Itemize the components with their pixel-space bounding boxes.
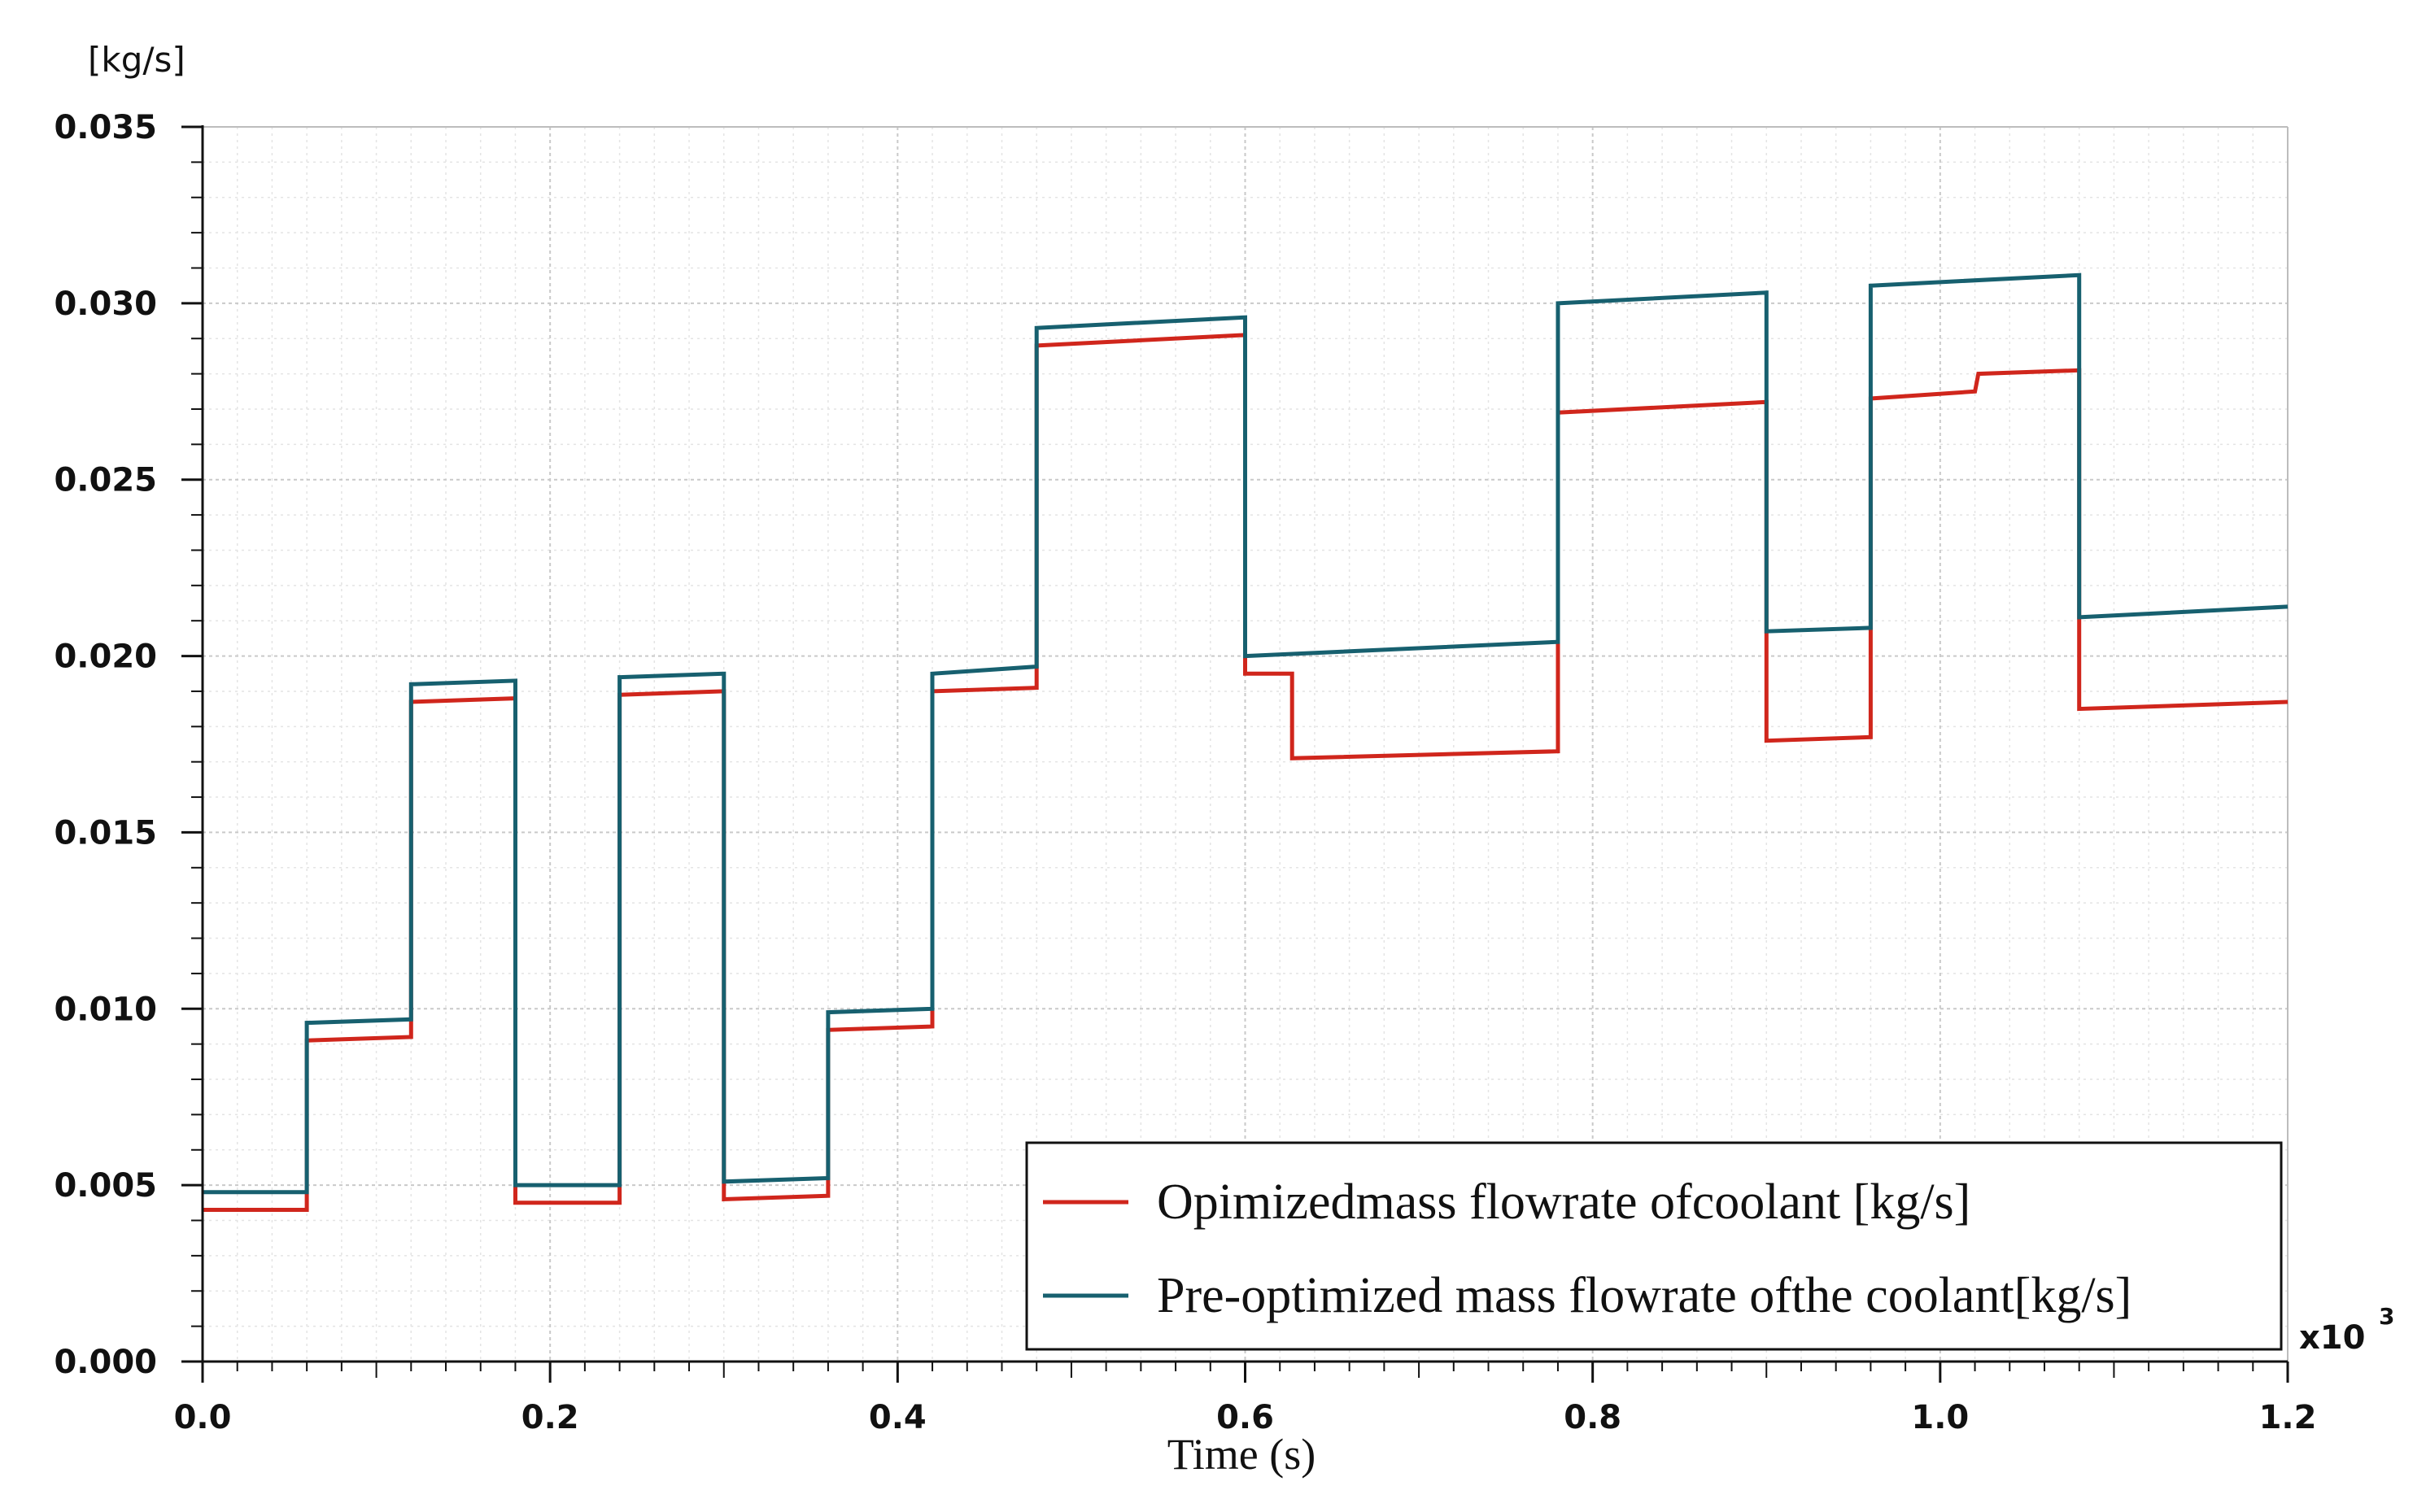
- y-tick-label: 0.015: [54, 814, 157, 852]
- y-tick-label: 0.000: [54, 1344, 157, 1381]
- y-axis-unit-label: [kg/s]: [88, 40, 185, 80]
- x-tick-label: 0.2: [521, 1399, 579, 1436]
- y-tick-label: 0.005: [54, 1167, 157, 1205]
- x-tick-label: 1.2: [2259, 1399, 2317, 1436]
- x-axis-title: Time (s): [1167, 1430, 1316, 1479]
- axis-labels: [kg/s] x10 3 Time (s) 0.000 0.005 0.010 0.0…: [54, 40, 2394, 1479]
- y-tick-label: 0.010: [54, 991, 157, 1028]
- legend-label-optimized: Opimizedmass flowrate ofcoolant [kg/s]: [1157, 1174, 1970, 1230]
- legend: Opimizedmass flowrate ofcoolant [kg/s] P…: [1025, 1141, 2283, 1351]
- y-tick-label: 0.035: [54, 109, 157, 146]
- y-tick-label: 0.030: [54, 285, 157, 323]
- x-tick-label: 0.0: [174, 1399, 232, 1436]
- legend-label-pre-optimized: Pre-optimized mass flowrate ofthe coolan…: [1157, 1268, 2131, 1323]
- x-tick-label: 0.8: [1564, 1399, 1621, 1436]
- series-line-pre-optimized: [203, 272, 2289, 1195]
- x-tick-label: 1.0: [1911, 1399, 1969, 1436]
- series-lines: [203, 272, 2289, 1212]
- x-tick-label: 0.6: [1216, 1399, 1274, 1436]
- x-axis-multiplier-exponent: 3: [2379, 1303, 2394, 1330]
- x-tick-label: 0.4: [869, 1399, 927, 1436]
- legend-box: [1025, 1141, 2283, 1351]
- y-tick-label: 0.025: [54, 462, 157, 499]
- y-tick-label: 0.020: [54, 638, 157, 676]
- x-axis-multiplier: x10: [2299, 1319, 2365, 1357]
- axes: [181, 125, 2289, 1383]
